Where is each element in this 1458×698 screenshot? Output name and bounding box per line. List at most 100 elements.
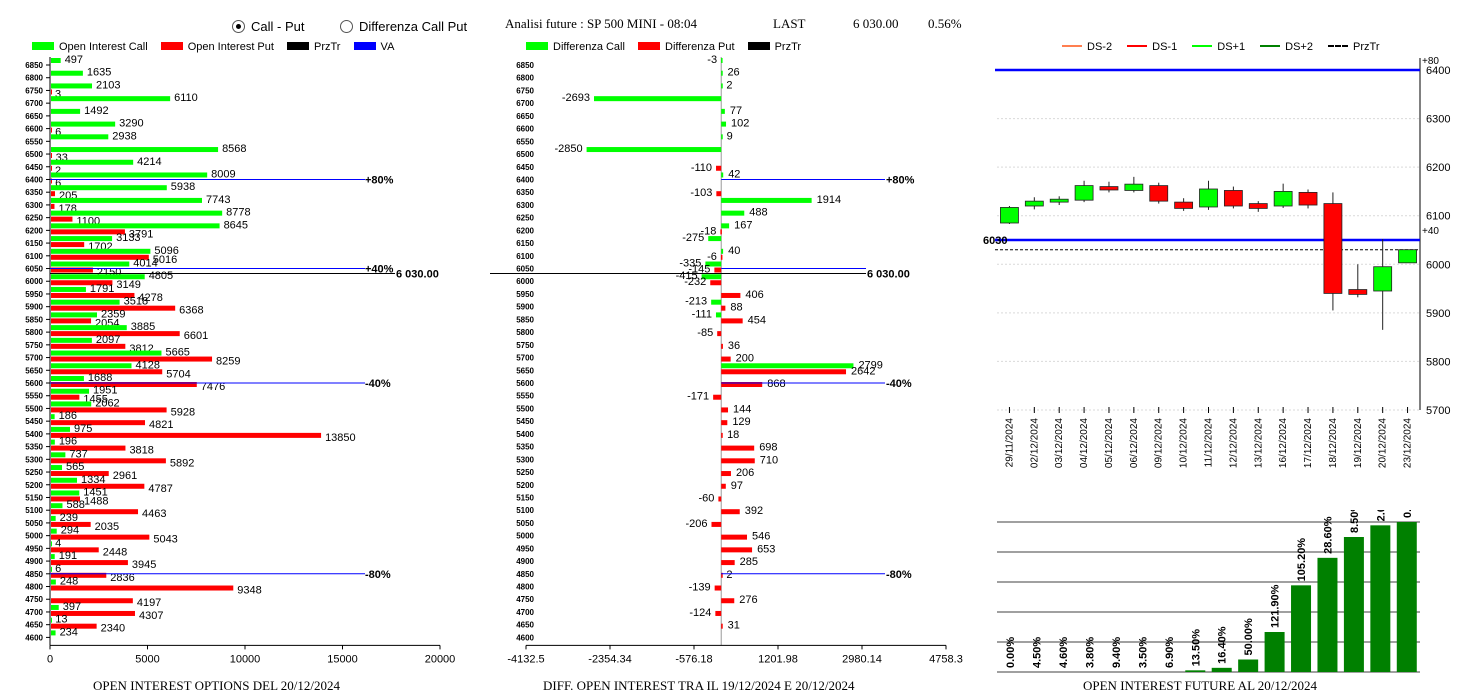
change-percent: 0.56% bbox=[928, 16, 962, 31]
diff-put-bar-value: -124 bbox=[689, 607, 711, 619]
candle-body bbox=[1373, 266, 1393, 292]
strike-label: 5800 bbox=[516, 328, 534, 337]
level-label: +40% bbox=[365, 264, 394, 276]
strike-label: 5600 bbox=[516, 379, 534, 388]
strike-label: 5100 bbox=[25, 506, 43, 515]
strike-label: 4800 bbox=[516, 583, 534, 592]
future-bar-label: 16.40% bbox=[1217, 626, 1229, 664]
level-label-mid: +40 bbox=[1422, 226, 1439, 237]
radio-call-put[interactable] bbox=[232, 20, 245, 33]
diff-put-bar bbox=[721, 509, 740, 515]
put-bar bbox=[51, 382, 197, 387]
date-label: 19/12/2024 bbox=[1353, 418, 1364, 468]
strike-label: 5100 bbox=[516, 506, 534, 515]
diff-put-bar-value: 36 bbox=[728, 340, 740, 352]
call-value: 8009 bbox=[211, 168, 235, 180]
future-bar bbox=[1396, 522, 1417, 672]
future-bar bbox=[1343, 537, 1364, 672]
put-bar bbox=[51, 623, 97, 629]
y-tick-label: 5700 bbox=[1426, 405, 1450, 417]
call-bar bbox=[51, 159, 134, 165]
strike-label: 5200 bbox=[25, 481, 43, 490]
diff-put-bar-value: -18 bbox=[700, 225, 716, 237]
put-value: 2448 bbox=[103, 546, 127, 558]
diff-call-bar bbox=[715, 312, 722, 318]
call-value: 294 bbox=[61, 525, 79, 537]
future-bar bbox=[1238, 659, 1259, 672]
candle-body bbox=[1398, 249, 1417, 264]
date-label: 13/12/2024 bbox=[1253, 418, 1264, 468]
strike-label: 6700 bbox=[25, 99, 43, 108]
diff-call-bar-value: -3 bbox=[707, 55, 717, 66]
put-bar bbox=[51, 242, 85, 248]
level-label: -40% bbox=[886, 378, 912, 390]
call-bar bbox=[51, 108, 81, 114]
strike-label: 6150 bbox=[516, 239, 534, 248]
candle-body bbox=[1273, 191, 1293, 207]
call-bar bbox=[51, 465, 63, 471]
x-tick-label: 0 bbox=[47, 653, 53, 665]
strike-label: 5450 bbox=[516, 417, 534, 426]
strike-label: 5300 bbox=[25, 455, 43, 464]
diff-put-bar bbox=[720, 254, 723, 260]
diff-put-bar-value: -139 bbox=[689, 582, 711, 594]
call-value: 5938 bbox=[171, 181, 195, 193]
put-bar bbox=[51, 394, 80, 400]
put-bar bbox=[51, 369, 163, 375]
strike-label: 5950 bbox=[516, 290, 534, 299]
strike-label: 5500 bbox=[516, 404, 534, 413]
future-bar bbox=[1370, 525, 1391, 672]
call-bar bbox=[51, 388, 90, 394]
call-value: 6110 bbox=[174, 92, 198, 104]
diff-call-bar-value: 2 bbox=[726, 79, 732, 91]
mode-diff-call-put[interactable]: Differenza Call Put bbox=[340, 18, 467, 36]
call-value: 497 bbox=[65, 55, 83, 66]
diff-call-bar-value: -213 bbox=[685, 296, 707, 308]
diff-call-bar-value: -275 bbox=[682, 232, 704, 244]
call-bar bbox=[51, 376, 84, 381]
strike-label: 4900 bbox=[25, 557, 43, 566]
strike-label: 4750 bbox=[516, 595, 534, 604]
call-bar bbox=[51, 70, 83, 76]
strike-label: 5650 bbox=[516, 366, 534, 375]
diff-put-bar-value: 2642 bbox=[851, 365, 875, 377]
diff-put-bar bbox=[711, 521, 722, 527]
strike-label: 6500 bbox=[25, 150, 43, 159]
call-bar bbox=[51, 83, 93, 89]
diff-call-bar-value: 167 bbox=[734, 219, 752, 231]
legend-put: Open Interest Put bbox=[160, 41, 274, 53]
strike-label: 4700 bbox=[25, 608, 43, 617]
strike-label: 6000 bbox=[516, 277, 534, 286]
diff-call-bar bbox=[721, 248, 724, 254]
put-bar bbox=[51, 356, 213, 362]
put-value: 1488 bbox=[84, 495, 108, 507]
call-value: 737 bbox=[69, 448, 87, 460]
legend-diff-call: Differenza Call bbox=[526, 41, 625, 53]
call-bar bbox=[51, 299, 120, 305]
mode-diff-label: Differenza Call Put bbox=[359, 19, 468, 34]
put-value: 2836 bbox=[110, 572, 134, 584]
put-bar bbox=[51, 153, 52, 159]
call-value: 8645 bbox=[224, 219, 248, 231]
call-value: 397 bbox=[63, 601, 81, 613]
mode-call-put[interactable]: Call - Put bbox=[232, 18, 304, 36]
diff-put-bar bbox=[721, 483, 726, 489]
diff-put-bar-value: -206 bbox=[685, 518, 707, 530]
x-tick-label: -576.18 bbox=[675, 653, 712, 665]
put-bar bbox=[51, 203, 55, 209]
radio-diff-call-put[interactable] bbox=[340, 20, 353, 33]
strike-label: 5250 bbox=[516, 468, 534, 477]
put-value: 3791 bbox=[129, 228, 153, 240]
level-label: +80% bbox=[365, 174, 394, 186]
strike-label: 5550 bbox=[25, 392, 43, 401]
call-value: 3133 bbox=[116, 232, 140, 244]
x-tick-label: 5000 bbox=[135, 653, 159, 665]
strike-label: 6100 bbox=[25, 252, 43, 261]
diff-put-bar bbox=[721, 343, 723, 349]
diff-put-bar-value: -232 bbox=[684, 276, 706, 288]
diff-put-bar bbox=[721, 458, 755, 464]
strike-label: 6800 bbox=[25, 74, 43, 83]
put-value: 6368 bbox=[179, 305, 203, 317]
put-bar bbox=[51, 216, 73, 222]
future-bar-label: 50.00% bbox=[1243, 618, 1255, 656]
